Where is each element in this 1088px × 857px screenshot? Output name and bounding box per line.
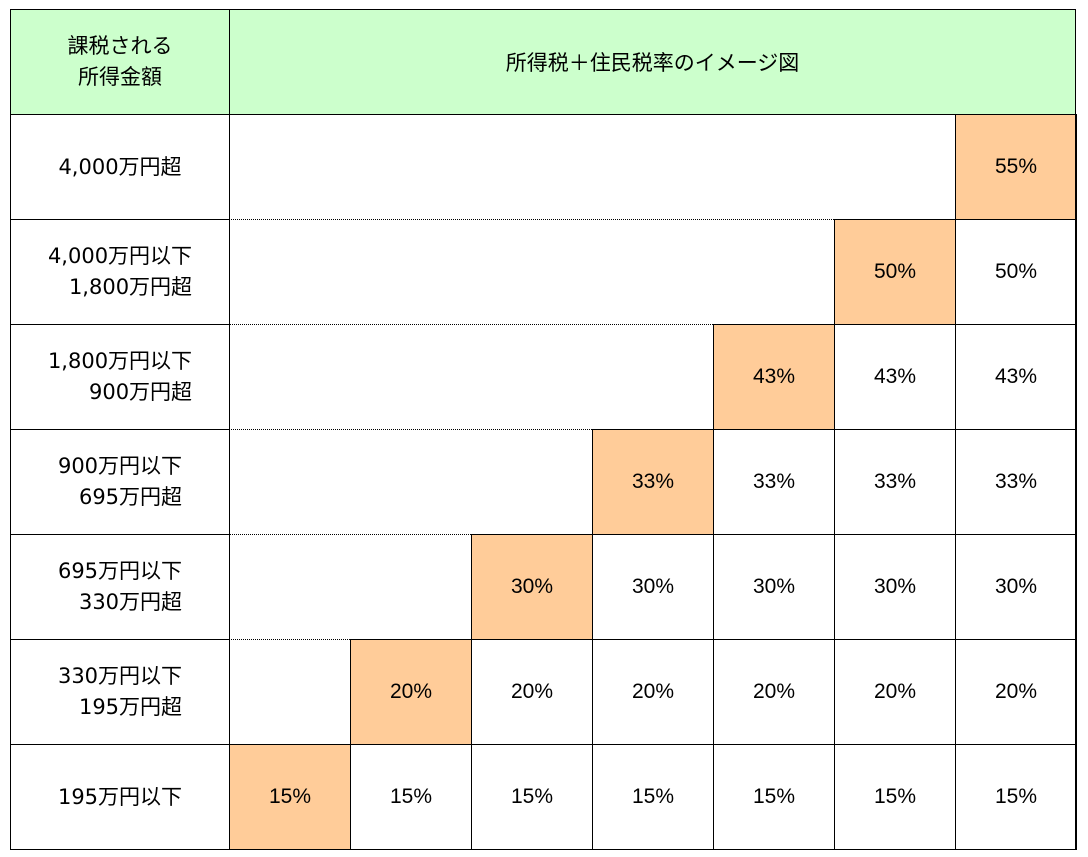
rate-value: 20% <box>752 680 796 703</box>
rate-cell-highlighted: 33% <box>592 429 714 535</box>
rate-value: 20% <box>994 680 1038 703</box>
rate-cell: 20% <box>471 639 593 745</box>
rate-value: 15% <box>873 785 917 808</box>
income-bracket-label-cell: 195万円以下 <box>10 744 230 850</box>
rate-cell-highlighted: 20% <box>350 639 472 745</box>
left-border <box>229 114 230 849</box>
income-bracket-label: 1,800万円以下 900万円超 <box>47 349 193 404</box>
rate-cell-highlighted: 15% <box>229 744 351 850</box>
rate-cell-highlighted: 43% <box>713 324 835 430</box>
rate-value: 30% <box>752 575 796 598</box>
rate-cell: 20% <box>955 639 1077 745</box>
rate-value: 15% <box>389 785 433 808</box>
rate-cell: 20% <box>713 639 835 745</box>
rate-cell-highlighted: 55% <box>955 114 1077 220</box>
rate-value: 33% <box>994 470 1038 493</box>
rate-value: 33% <box>752 470 796 493</box>
rate-value: 30% <box>873 575 917 598</box>
income-bracket-label: 695万円以下 330万円超 <box>57 559 183 614</box>
rate-value: 15% <box>752 785 796 808</box>
right-border <box>1074 114 1076 849</box>
rate-value: 20% <box>510 680 554 703</box>
income-bracket-label: 4,000万円超 <box>58 154 182 179</box>
income-bracket-label: 195万円以下 <box>57 784 183 809</box>
header-income-label: 課税される 所得金額 <box>67 34 173 89</box>
rate-cell: 15% <box>471 744 593 850</box>
header-title: 所得税＋住民税率のイメージ図 <box>505 51 800 75</box>
tax-rate-table: 課税される 所得金額 所得税＋住民税率のイメージ図 4,000万円超 55% 4,0… <box>10 9 1077 850</box>
row-divider <box>229 219 834 220</box>
rate-value: 33% <box>631 470 675 493</box>
rate-cell: 50% <box>955 219 1077 325</box>
rate-cell: 20% <box>834 639 956 745</box>
rate-value: 43% <box>752 365 796 388</box>
rate-cell: 33% <box>834 429 956 535</box>
rate-value: 15% <box>994 785 1038 808</box>
rate-value: 15% <box>631 785 675 808</box>
income-bracket-label-cell: 4,000万円超 <box>10 114 230 220</box>
income-bracket-label-cell: 1,800万円以下 900万円超 <box>10 324 230 430</box>
rate-cell: 15% <box>592 744 714 850</box>
income-bracket-label-cell: 900万円以下 695万円超 <box>10 429 230 535</box>
income-bracket-label-cell: 4,000万円以下 1,800万円超 <box>10 219 230 325</box>
rate-cell: 15% <box>350 744 472 850</box>
rate-value: 30% <box>994 575 1038 598</box>
row-divider <box>229 639 350 640</box>
rate-value: 33% <box>873 470 917 493</box>
rate-value: 15% <box>268 785 312 808</box>
rate-cell-highlighted: 50% <box>834 219 956 325</box>
income-bracket-label-cell: 330万円以下 195万円超 <box>10 639 230 745</box>
rate-value: 20% <box>389 680 433 703</box>
rate-cell: 30% <box>592 534 714 640</box>
header-title-cell: 所得税＋住民税率のイメージ図 <box>229 9 1076 115</box>
rate-cell: 15% <box>955 744 1077 850</box>
row-divider <box>229 114 955 115</box>
rate-value: 55% <box>994 155 1038 178</box>
rate-value: 15% <box>510 785 554 808</box>
row-divider <box>229 534 471 535</box>
rate-value: 30% <box>510 575 554 598</box>
rate-cell: 15% <box>713 744 835 850</box>
rate-cell: 30% <box>834 534 956 640</box>
rate-cell: 30% <box>713 534 835 640</box>
rate-value: 43% <box>994 365 1038 388</box>
income-bracket-label: 330万円以下 195万円超 <box>57 664 183 719</box>
income-bracket-label-cell: 695万円以下 330万円超 <box>10 534 230 640</box>
rate-value: 50% <box>994 260 1038 283</box>
rate-cell-highlighted: 30% <box>471 534 593 640</box>
income-bracket-label: 4,000万円以下 1,800万円超 <box>47 244 193 299</box>
rate-cell: 33% <box>713 429 835 535</box>
rate-value: 50% <box>873 260 917 283</box>
row-divider <box>229 429 592 430</box>
rate-value: 30% <box>631 575 675 598</box>
rate-cell: 43% <box>834 324 956 430</box>
header-income-cell: 課税される 所得金額 <box>10 9 230 115</box>
rate-value: 20% <box>873 680 917 703</box>
row-divider <box>229 324 713 325</box>
rate-cell: 20% <box>592 639 714 745</box>
rate-cell: 30% <box>955 534 1077 640</box>
rate-value: 20% <box>631 680 675 703</box>
rate-cell: 15% <box>834 744 956 850</box>
rate-value: 43% <box>873 365 917 388</box>
income-bracket-label: 900万円以下 695万円超 <box>57 454 183 509</box>
rate-cell: 43% <box>955 324 1077 430</box>
rate-cell: 33% <box>955 429 1077 535</box>
